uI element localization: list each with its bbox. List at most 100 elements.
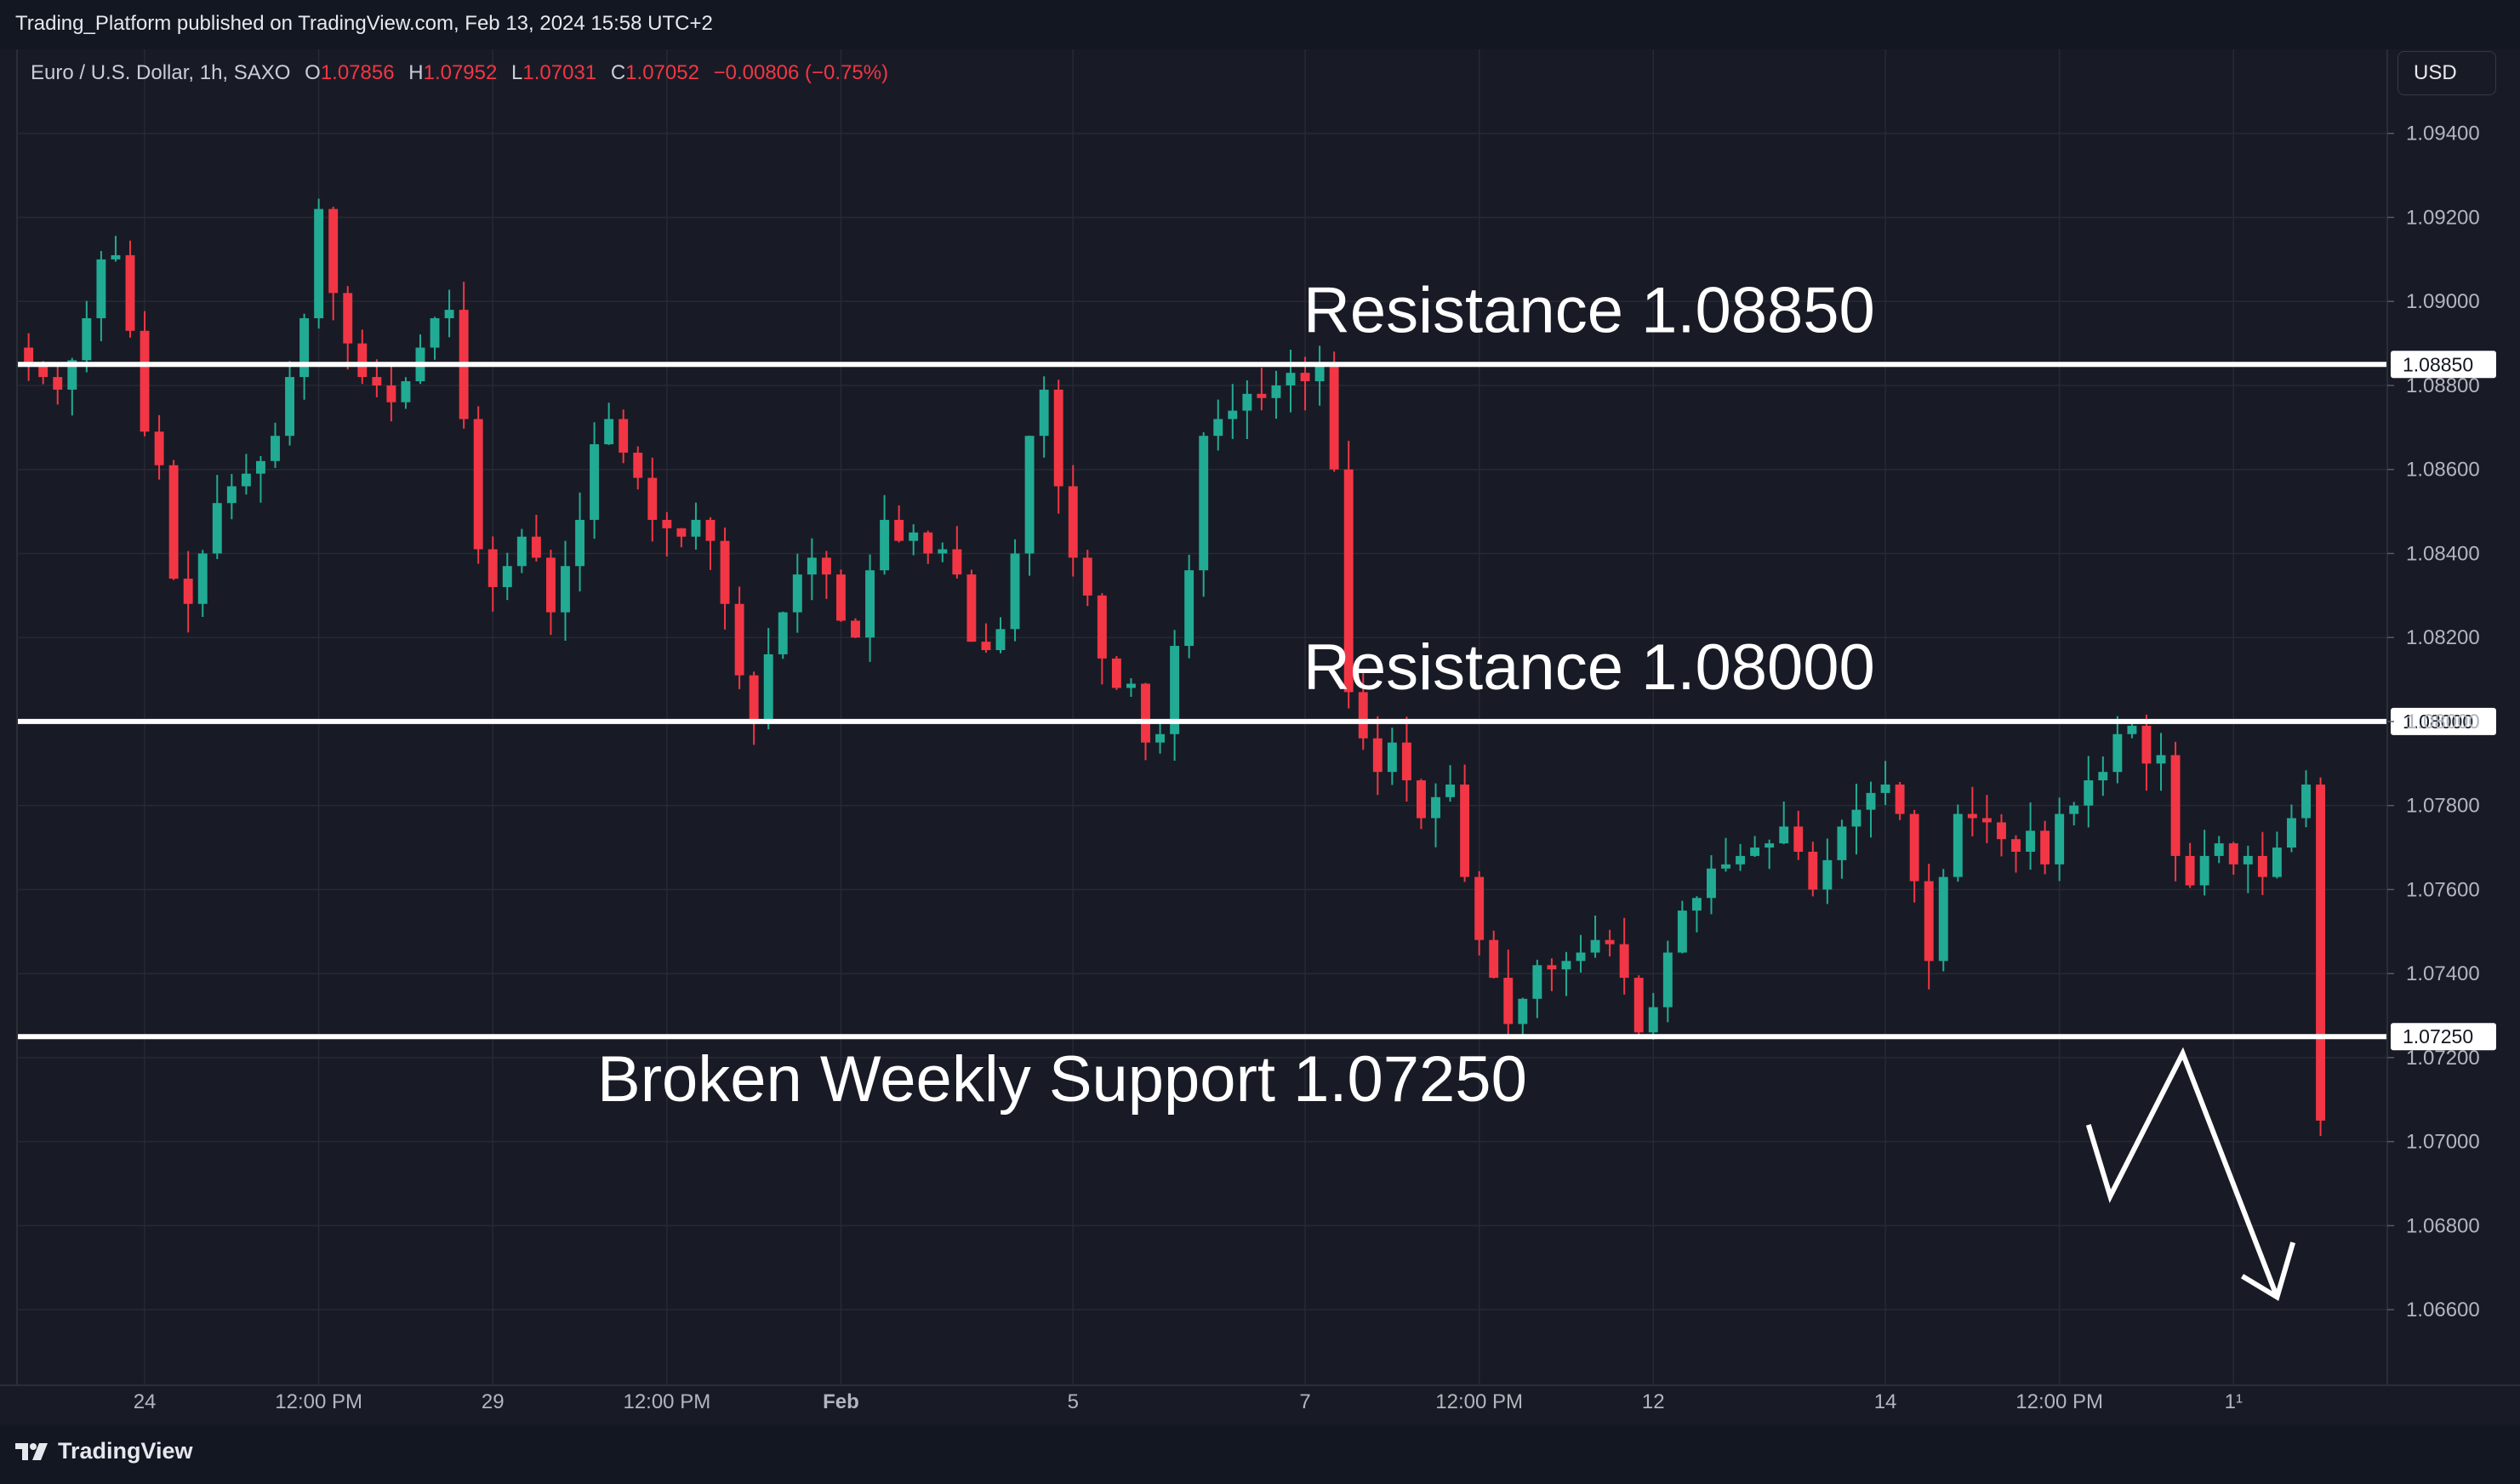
candle-body xyxy=(1503,978,1513,1024)
grid-lines xyxy=(17,49,2387,1385)
candle-body xyxy=(2011,839,2021,852)
candle-body xyxy=(2026,830,2035,852)
candle-body xyxy=(1199,436,1208,570)
open-label: O xyxy=(305,61,321,84)
candle-body xyxy=(865,570,875,637)
candle-body xyxy=(1388,743,1397,773)
candle-body xyxy=(1083,557,1092,595)
candle-body xyxy=(1301,373,1310,381)
candle-body xyxy=(53,377,62,390)
candle-body xyxy=(1982,818,1992,822)
y-tick-label: 1.07600 xyxy=(2406,878,2480,901)
candle-body xyxy=(488,550,498,587)
y-tick-label: 1.07000 xyxy=(2406,1131,2480,1154)
close-label: C xyxy=(611,61,625,84)
tradingview-brand: TradingView xyxy=(58,1438,193,1464)
projection-arrow xyxy=(2089,1053,2293,1297)
candle-body xyxy=(2258,856,2267,877)
candle-body xyxy=(2069,806,2078,814)
candle-body xyxy=(1605,940,1615,945)
candle-body xyxy=(2112,734,2122,772)
x-tick-label: 12:00 PM xyxy=(623,1390,710,1413)
candle-body xyxy=(1330,364,1339,469)
candle-body xyxy=(96,260,105,318)
y-tick-label: 1.09200 xyxy=(2406,206,2480,229)
candle-body xyxy=(1924,882,1934,962)
candle-body xyxy=(1228,411,1237,420)
candle-body xyxy=(822,557,831,574)
candle-body xyxy=(575,520,584,566)
candle-body xyxy=(1765,843,1774,848)
candle-body xyxy=(1098,596,1107,659)
candle-body xyxy=(604,419,613,444)
candle-body xyxy=(271,436,280,461)
candle-body xyxy=(2287,818,2296,848)
candle-body xyxy=(807,557,817,574)
candle-body xyxy=(1721,865,1730,869)
candle-body xyxy=(1837,826,1846,859)
currency-button[interactable]: USD xyxy=(2397,51,2496,95)
candle-body xyxy=(952,550,961,575)
candle-body xyxy=(503,566,512,587)
candle-body xyxy=(691,520,700,537)
y-tick-label: 1.09000 xyxy=(2406,290,2480,313)
candle-body xyxy=(1779,826,1788,843)
candle-body xyxy=(1213,419,1223,436)
candle-body xyxy=(1692,898,1702,910)
x-tick-label: 29 xyxy=(482,1390,505,1413)
candle-body xyxy=(1155,734,1165,743)
candle-body xyxy=(256,461,265,474)
y-tick-label: 1.08400 xyxy=(2406,542,2480,565)
x-tick-label: 24 xyxy=(134,1390,157,1413)
candle-body xyxy=(1271,385,1280,398)
candle-body xyxy=(401,381,410,402)
candle-body xyxy=(1634,978,1644,1032)
tradingview-logo-icon xyxy=(15,1441,49,1462)
high-label: H xyxy=(408,61,423,84)
candle-body xyxy=(619,419,628,452)
candle-body xyxy=(1054,390,1063,487)
low-label: L xyxy=(511,61,522,84)
candle-body xyxy=(2301,785,2311,818)
x-tick-label: 12:00 PM xyxy=(1435,1390,1523,1413)
candle-body xyxy=(242,474,251,487)
candle-body xyxy=(750,676,759,722)
candle-body xyxy=(1663,952,1673,1007)
candle-body xyxy=(764,654,773,722)
resistance-annotation: Resistance 1.08000 xyxy=(1303,631,1875,704)
candle-body xyxy=(155,431,164,465)
y-tick-label: 1.09400 xyxy=(2406,123,2480,146)
candle-body xyxy=(140,331,150,431)
candle-body xyxy=(111,255,120,260)
candlesticks xyxy=(24,198,2325,1136)
x-tick-label: 12 xyxy=(1642,1390,1665,1413)
candle-body xyxy=(1011,553,1020,629)
candle-body xyxy=(2316,785,2325,1121)
candle-body xyxy=(1126,684,1136,688)
candle-body xyxy=(299,318,309,377)
candle-body xyxy=(1939,877,1948,962)
candle-body xyxy=(938,550,947,554)
candle-body xyxy=(851,620,860,637)
candle-body xyxy=(2200,856,2209,886)
candle-body xyxy=(227,486,237,503)
candle-body xyxy=(2229,843,2238,865)
candle-body xyxy=(1896,785,1905,814)
resistance-annotation: Resistance 1.08850 xyxy=(1303,274,1875,346)
projection-path xyxy=(2089,1053,2278,1297)
candle-body xyxy=(372,377,381,385)
y-tick-label: 1.07800 xyxy=(2406,795,2480,818)
symbol-legend: Euro / U.S. Dollar, 1h, SAXO O1.07856 H1… xyxy=(31,61,888,85)
candle-body xyxy=(721,541,730,604)
candle-body xyxy=(1532,965,1542,998)
y-tick-label: 1.08800 xyxy=(2406,374,2480,397)
y-tick-label: 1.08600 xyxy=(2406,459,2480,482)
candle-body xyxy=(1997,822,2006,839)
candle-body xyxy=(966,574,976,642)
candle-body xyxy=(357,344,367,377)
candle-body xyxy=(386,385,396,402)
candle-body xyxy=(1474,877,1484,940)
candle-body xyxy=(1678,910,1687,952)
tradingview-logo[interactable]: TradingView xyxy=(15,1438,193,1464)
